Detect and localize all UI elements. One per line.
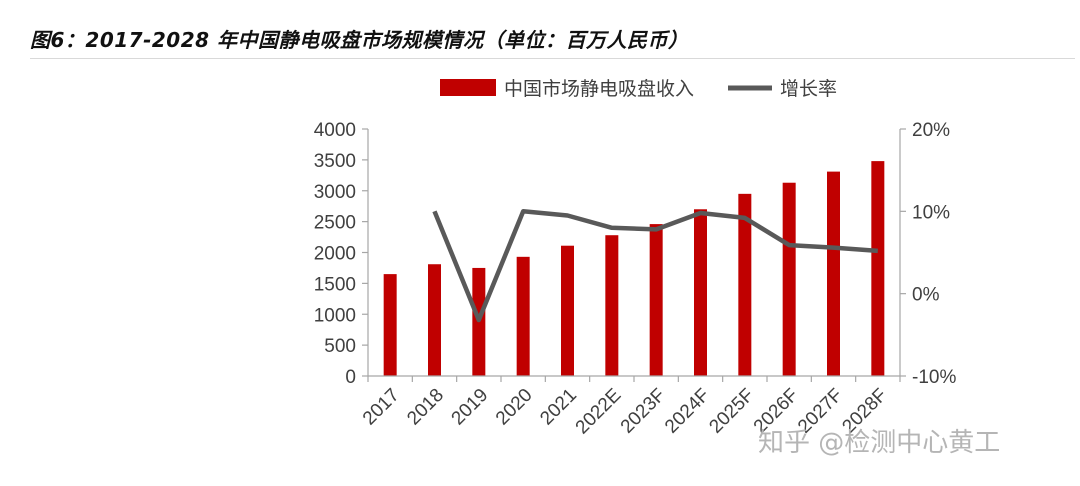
y-left-tick-label: 1000 — [314, 305, 356, 326]
bar-2028F — [871, 161, 885, 376]
y-left-tick-label: 500 — [324, 336, 356, 357]
y-left-tick-label: 3500 — [314, 151, 356, 172]
x-tick-label: 2017 — [359, 385, 404, 430]
legend: 中国市场静电吸盘收入 增长率 — [440, 78, 837, 100]
x-tick-label: 2022E — [572, 385, 626, 439]
x-tick-label: 2018 — [403, 385, 448, 430]
y-right-tick-label: -10% — [912, 367, 956, 388]
bar-2020 — [516, 256, 530, 376]
bar-2021 — [561, 245, 574, 376]
watermark: 知乎 @检测中心黄工 — [758, 428, 1001, 458]
y-left-tick-label: 2500 — [314, 213, 356, 234]
x-tick-label: 2020 — [492, 385, 537, 430]
x-tick-label: 2024F — [661, 385, 714, 438]
legend-line-label: 增长率 — [780, 78, 837, 100]
y-right-tick-label: 0% — [912, 285, 940, 306]
legend-bar-label: 中国市场静电吸盘收入 — [504, 78, 694, 100]
legend-bar-swatch — [440, 79, 496, 96]
bar-2025F — [738, 193, 752, 376]
y-right-tick-label: 20% — [912, 120, 950, 141]
x-tick-label: 2025F — [705, 385, 758, 438]
bar-2017 — [383, 274, 397, 376]
title-divider — [30, 58, 1075, 59]
bar-2023F — [649, 224, 663, 376]
y-left-tick-label: 2000 — [314, 244, 356, 265]
chart-title: 图6：2017-2028 年中国静电吸盘市场规模情况（单位：百万人民币） — [30, 28, 689, 52]
bar-2018 — [428, 264, 441, 376]
x-tick-label: 2019 — [448, 385, 493, 430]
x-tick-label: 2023F — [617, 385, 670, 438]
bar-2026F — [782, 182, 796, 376]
y-right-tick-label: 10% — [912, 202, 950, 223]
y-left-tick-label: 3000 — [314, 182, 356, 203]
y-left-tick-label: 0 — [345, 367, 356, 388]
y-left-tick-label: 4000 — [314, 120, 356, 141]
bar-2022E — [605, 235, 619, 376]
bar-2024F — [694, 209, 707, 376]
y-left-tick-label: 1500 — [314, 274, 356, 295]
bar-2027F — [827, 171, 840, 376]
